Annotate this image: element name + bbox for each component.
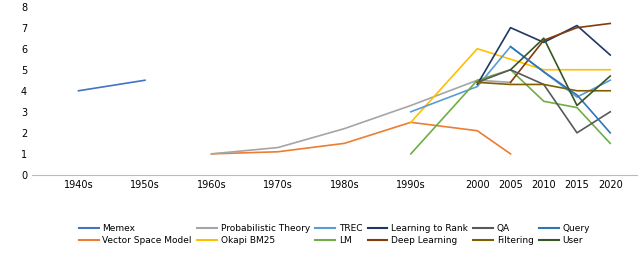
Legend: Memex, Vector Space Model, Probabilistic Theory, Okapi BM25, TREC, LM, Learning : Memex, Vector Space Model, Probabilistic… — [76, 222, 593, 248]
